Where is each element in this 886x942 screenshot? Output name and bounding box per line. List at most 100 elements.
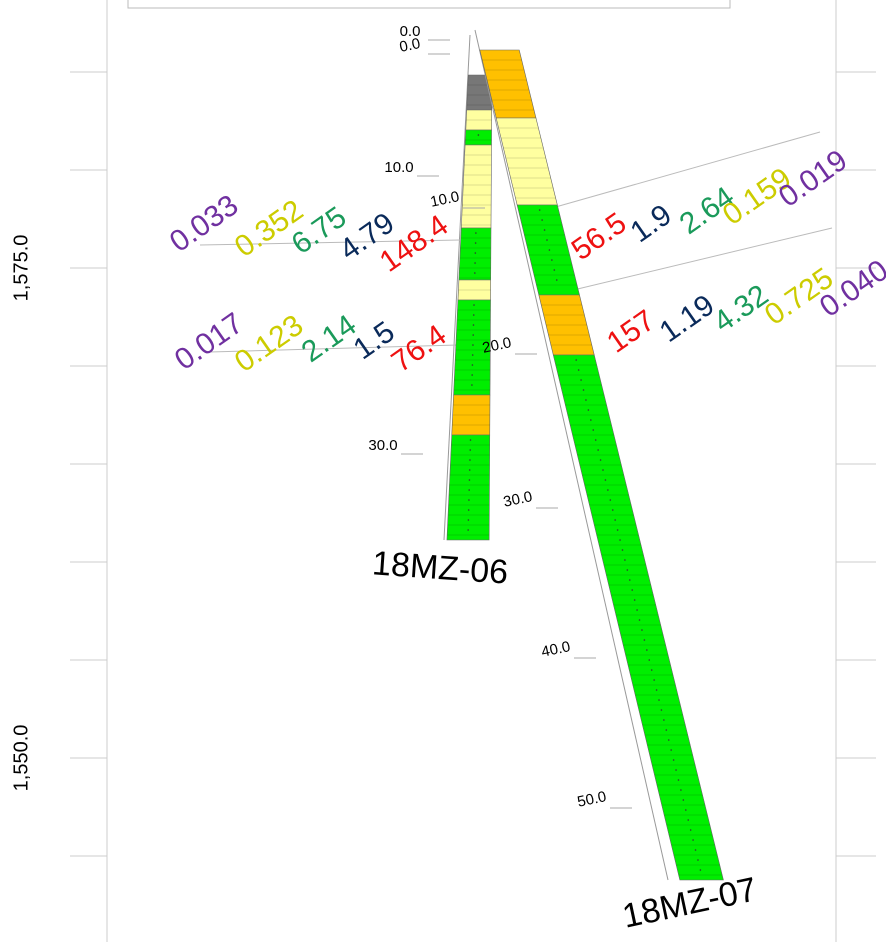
- texture-dot: [648, 659, 650, 661]
- texture-dot: [656, 689, 658, 691]
- depth-label: 10.0: [429, 188, 461, 211]
- texture-dot: [629, 579, 631, 581]
- texture-dot: [624, 559, 626, 561]
- texture-dot: [607, 489, 609, 491]
- assay-value: 0.040: [814, 254, 886, 324]
- texture-dot: [697, 859, 699, 861]
- depth-label: 0.0: [398, 35, 422, 56]
- texture-dot: [678, 779, 680, 781]
- texture-dot: [614, 519, 616, 521]
- depth-label: 50.0: [576, 788, 608, 811]
- lithology-interval: [461, 145, 491, 228]
- elevation-label: 1,575.0: [10, 235, 32, 302]
- texture-dot: [644, 639, 646, 641]
- texture-dot: [670, 749, 672, 751]
- texture-dot: [473, 314, 475, 316]
- texture-dot: [469, 449, 471, 451]
- texture-dot: [695, 849, 697, 851]
- texture-dot: [666, 729, 668, 731]
- texture-dot: [597, 449, 599, 451]
- texture-dot: [475, 232, 477, 234]
- assay-value: 0.033: [164, 189, 244, 259]
- texture-dot: [636, 609, 638, 611]
- depth-label: 40.0: [540, 638, 572, 661]
- section-view: 1,575.01,550.00.010.030.018MZ-06148.44.7…: [0, 0, 886, 942]
- texture-dot: [473, 324, 475, 326]
- texture-dot: [602, 469, 604, 471]
- assay-value: 56.5: [566, 206, 633, 267]
- texture-dot: [551, 259, 553, 261]
- texture-dot: [653, 679, 655, 681]
- texture-dot: [468, 509, 470, 511]
- lithology-interval: [447, 435, 490, 540]
- texture-dot: [554, 269, 556, 271]
- texture-dot: [663, 719, 665, 721]
- texture-dot: [469, 469, 471, 471]
- texture-dot: [685, 809, 687, 811]
- texture-dot: [658, 699, 660, 701]
- assay-value: 157: [601, 304, 661, 360]
- texture-dot: [469, 459, 471, 461]
- texture-dot: [588, 409, 590, 411]
- texture-dot: [541, 219, 543, 221]
- texture-dot: [475, 242, 477, 244]
- hole-track: [475, 30, 668, 880]
- texture-dot: [700, 869, 702, 871]
- texture-dot: [668, 739, 670, 741]
- texture-dot: [556, 279, 558, 281]
- texture-dot: [592, 429, 594, 431]
- texture-dot: [471, 374, 473, 376]
- texture-dot: [675, 769, 677, 771]
- assay-value: 76.4: [386, 318, 453, 379]
- lithology-interval: [459, 228, 491, 280]
- assay-value: 1.19: [654, 288, 721, 349]
- texture-dot: [692, 839, 694, 841]
- hole-name: 18MZ-06: [371, 544, 509, 591]
- texture-dot: [467, 529, 469, 531]
- texture-dot: [472, 344, 474, 346]
- texture-dot: [468, 519, 470, 521]
- texture-dot: [583, 389, 585, 391]
- assay-value: 2.14: [296, 308, 363, 369]
- texture-dot: [478, 134, 480, 136]
- texture-dot: [590, 419, 592, 421]
- texture-dot: [544, 229, 546, 231]
- elevation-label: 1,550.0: [10, 725, 32, 792]
- texture-dot: [680, 789, 682, 791]
- texture-dot: [578, 369, 580, 371]
- texture-dot: [683, 799, 685, 801]
- texture-dot: [471, 384, 473, 386]
- assay-value: 0.123: [229, 309, 309, 379]
- texture-dot: [475, 252, 477, 254]
- texture-dot: [469, 479, 471, 481]
- texture-dot: [622, 549, 624, 551]
- texture-dot: [612, 509, 614, 511]
- assay-value: 0.019: [773, 144, 853, 214]
- texture-dot: [605, 479, 607, 481]
- texture-dot: [473, 304, 475, 306]
- texture-dot: [580, 379, 582, 381]
- texture-dot: [549, 249, 551, 251]
- texture-dot: [472, 334, 474, 336]
- texture-dot: [474, 272, 476, 274]
- texture-dot: [575, 359, 577, 361]
- texture-dot: [472, 364, 474, 366]
- texture-dot: [631, 589, 633, 591]
- texture-dot: [610, 499, 612, 501]
- assay-value: 0.017: [169, 307, 249, 377]
- texture-dot: [651, 669, 653, 671]
- texture-dot: [687, 819, 689, 821]
- texture-dot: [600, 459, 602, 461]
- texture-dot: [619, 539, 621, 541]
- texture-dot: [690, 829, 692, 831]
- texture-dot: [634, 599, 636, 601]
- texture-dot: [474, 262, 476, 264]
- texture-dot: [639, 619, 641, 621]
- assay-value: 0.352: [229, 194, 309, 264]
- lithology-interval: [465, 130, 491, 145]
- lithology-interval: [517, 205, 579, 295]
- texture-dot: [470, 439, 472, 441]
- depth-label: 10.0: [384, 159, 413, 176]
- texture-dot: [641, 629, 643, 631]
- texture-dot: [539, 209, 541, 211]
